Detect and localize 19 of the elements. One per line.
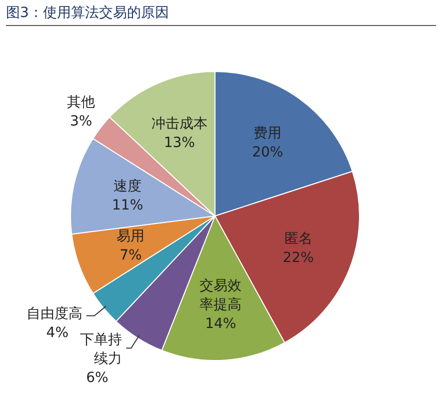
- data-label: 14%: [205, 316, 236, 332]
- data-label: 20%: [252, 144, 284, 161]
- chart-title: 图3：使用算法交易的原因: [6, 4, 436, 26]
- slice-label: 速度: [114, 178, 142, 195]
- slice-label: 费用: [254, 126, 282, 142]
- data-label: 22%: [282, 250, 314, 266]
- data-label: 11%: [112, 198, 144, 214]
- data-label: 6%: [86, 370, 108, 386]
- slice-label: 易用: [116, 228, 145, 244]
- slice-label: 自由度高: [26, 306, 82, 322]
- data-label: 7%: [120, 247, 142, 264]
- slice-label: 冲击成本: [151, 116, 208, 132]
- slice-label: 下单持续力: [80, 332, 122, 367]
- data-label: 3%: [70, 113, 92, 130]
- data-label: 13%: [164, 134, 195, 151]
- slice-label: 交易效率提高: [200, 278, 242, 314]
- slice-label: 匿名: [284, 231, 312, 248]
- slice-label: 其他: [67, 94, 96, 110]
- data-label: 4%: [46, 325, 69, 342]
